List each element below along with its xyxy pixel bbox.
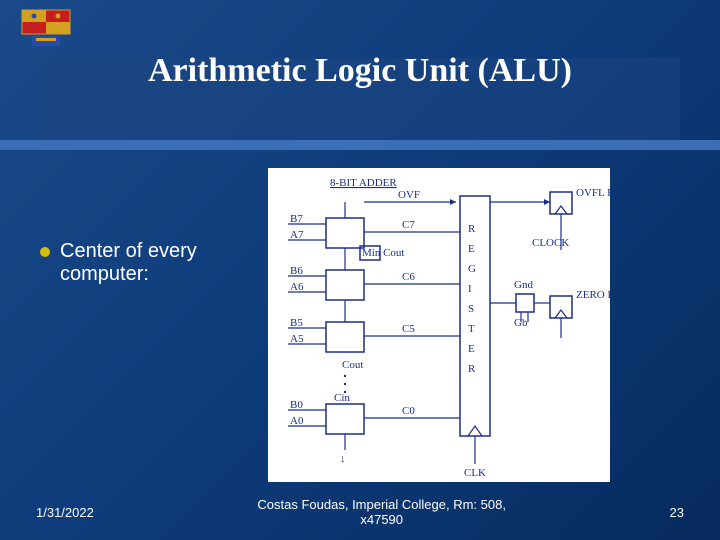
svg-text:I: I <box>468 283 472 295</box>
svg-text:A0: A0 <box>290 415 304 427</box>
svg-text:Cin: Cin <box>334 392 350 404</box>
college-crest-logo <box>18 8 74 52</box>
svg-text:B6: B6 <box>290 265 303 277</box>
svg-text:Cout: Cout <box>342 359 363 371</box>
svg-text:OVF: OVF <box>398 189 420 201</box>
alu-circuit-diagram: 8-BIT ADDER OVF R E G I S T E R CLK OVFL… <box>268 168 610 482</box>
svg-text:C7: C7 <box>402 219 415 231</box>
svg-text:A6: A6 <box>290 281 304 293</box>
svg-text:T: T <box>468 323 475 335</box>
svg-text:G: G <box>468 263 476 275</box>
svg-text:↓: ↓ <box>340 453 346 465</box>
footer-date: 1/31/2022 <box>36 505 94 520</box>
slide-footer: 1/31/2022 Costas Foudas, Imperial Colleg… <box>0 497 720 528</box>
svg-text:B7: B7 <box>290 213 303 225</box>
footer-page-number: 23 <box>670 505 684 520</box>
slide-title: Arithmetic Logic Unit (ALU) <box>0 52 720 90</box>
svg-text:E: E <box>468 343 475 355</box>
svg-text:E: E <box>468 243 475 255</box>
footer-author: Costas Foudas, Imperial College, Rm: 508… <box>252 497 512 528</box>
svg-text:S: S <box>468 303 474 315</box>
svg-text:CLK: CLK <box>464 467 486 479</box>
svg-text:B0: B0 <box>290 399 303 411</box>
svg-text:A5: A5 <box>290 333 304 345</box>
svg-text:ZERO FLAG: ZERO FLAG <box>576 289 610 301</box>
svg-text:OVFL FLAG: OVFL FLAG <box>576 187 610 199</box>
bullet-text: Center of every computer: <box>60 240 260 286</box>
svg-text:A7: A7 <box>290 229 304 241</box>
bullet-marker <box>40 247 50 257</box>
svg-text:Min Cout: Min Cout <box>362 247 404 259</box>
bullet-list: Center of every computer: <box>40 240 260 286</box>
title-underline <box>0 140 720 150</box>
svg-text:C0: C0 <box>402 405 415 417</box>
diagram-heading: 8-BIT ADDER <box>330 177 397 189</box>
svg-text:C5: C5 <box>402 323 415 335</box>
svg-text:Gnd: Gnd <box>514 279 533 291</box>
register-label-r: R <box>468 223 476 235</box>
bullet-item: Center of every computer: <box>40 240 260 286</box>
svg-text:C6: C6 <box>402 271 415 283</box>
svg-text:R: R <box>468 363 476 375</box>
svg-text:CLOCK: CLOCK <box>532 237 569 249</box>
svg-text:B5: B5 <box>290 317 303 329</box>
